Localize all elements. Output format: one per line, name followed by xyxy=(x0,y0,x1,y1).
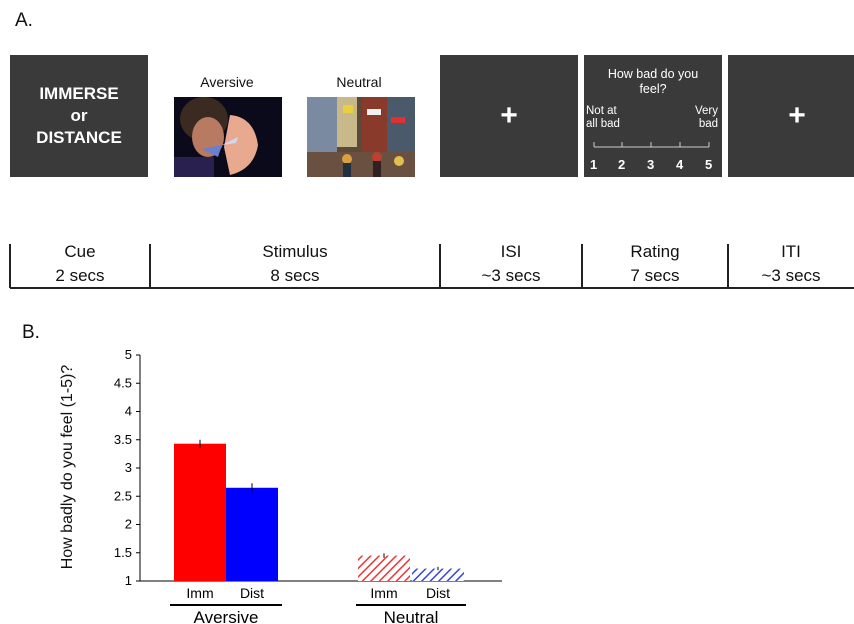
timeline-iti-name: ITI xyxy=(781,242,801,261)
y-tick-label: 5 xyxy=(125,347,132,362)
cue-line-2: or xyxy=(70,106,88,125)
scale-1: 1 xyxy=(590,157,598,172)
timeline-cue-duration: 2 secs xyxy=(55,266,105,285)
rating-high-anchor: Very bad xyxy=(695,105,718,131)
timeline-isi-duration: ~3 secs xyxy=(481,266,541,285)
panel-b-letter: B. xyxy=(22,322,40,343)
scale-2: 2 xyxy=(618,157,626,172)
y-tick-label: 3 xyxy=(125,460,132,475)
isi-fixation-screen: + xyxy=(440,55,578,177)
low-anchor-line-2: all bad xyxy=(586,118,620,130)
bar-label: Imm xyxy=(186,585,213,601)
timeline-rating-duration: 7 secs xyxy=(630,266,680,285)
timeline-isi-name: ISI xyxy=(500,242,522,261)
y-tick-label: 4 xyxy=(125,404,132,419)
y-tick-label: 3.5 xyxy=(114,432,132,447)
group-label-neutral: Neutral xyxy=(384,608,439,624)
scale-3: 3 xyxy=(647,157,655,172)
timeline-isi: ISI ~3 secs xyxy=(440,240,582,288)
cue-screen: IMMERSE or DISTANCE xyxy=(10,55,148,177)
y-tick-label: 1 xyxy=(125,573,132,588)
low-anchor-line-1: Not at xyxy=(586,105,617,117)
y-tick-label: 2.5 xyxy=(114,488,132,503)
bar-chart: 1 1.5 2 2.5 3 3.5 4 4.5 5 Imm Dist Imm Dist Aversive… xyxy=(114,347,502,624)
timeline-iti: ITI ~3 secs xyxy=(728,240,854,288)
timeline-axis xyxy=(9,244,854,289)
scale-5: 5 xyxy=(705,157,713,172)
bar-label: Dist xyxy=(426,585,450,601)
timeline-cue-name: Cue xyxy=(64,242,96,261)
high-anchor-line-1: Very xyxy=(694,105,718,117)
panel-a-letter: A. xyxy=(15,10,33,31)
group-label-aversive: Aversive xyxy=(194,608,259,624)
timeline-stimulus: Stimulus 8 secs xyxy=(150,240,440,288)
fixation-cross: + xyxy=(500,99,518,132)
rating-scale-numbers: 1 2 3 4 5 xyxy=(584,157,722,173)
rating-question: How bad do you feel? xyxy=(607,67,699,96)
timeline-stimulus-duration: 8 secs xyxy=(270,266,320,285)
high-anchor-line-2: bad xyxy=(698,118,718,130)
rating-low-anchor: Not at all bad xyxy=(586,105,620,131)
bar-aversive-imm xyxy=(174,443,226,581)
timeline-iti-duration: ~3 secs xyxy=(761,266,821,285)
iti-fixation-screen: + xyxy=(728,55,854,177)
fixation-cross: + xyxy=(788,99,806,132)
city-street-photo-icon xyxy=(307,97,415,177)
timeline-rating-name: Rating xyxy=(630,242,680,261)
scale-4: 4 xyxy=(676,157,684,172)
bar-aversive-dist xyxy=(226,487,278,581)
rating-screen: How bad do you feel? Not at all bad Very… xyxy=(584,55,722,177)
timeline-rating: Rating 7 secs xyxy=(582,240,728,288)
aversive-photo-icon xyxy=(174,97,282,177)
aversive-label: Aversive xyxy=(200,74,254,90)
cue-line-3: DISTANCE xyxy=(36,128,122,147)
bar-neutral-imm xyxy=(358,555,410,581)
timeline-stimulus-name: Stimulus xyxy=(262,242,328,261)
bar-label: Imm xyxy=(370,585,397,601)
bar-neutral-dist xyxy=(412,568,464,581)
timeline-cue: Cue 2 secs xyxy=(10,240,150,288)
y-tick-label: 2 xyxy=(125,517,132,532)
y-tick-label: 1.5 xyxy=(114,545,132,560)
bar-label: Dist xyxy=(240,585,264,601)
y-tick-label: 4.5 xyxy=(114,375,132,390)
cue-line-1: IMMERSE xyxy=(39,84,119,103)
rating-scale-line xyxy=(593,142,710,148)
neutral-label: Neutral xyxy=(336,74,382,90)
